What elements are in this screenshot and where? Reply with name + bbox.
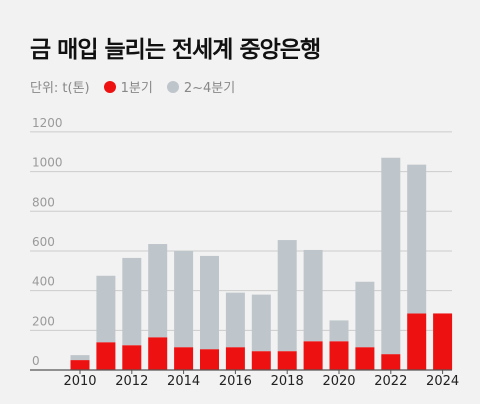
unit-label: 단위: t(톤)	[30, 81, 90, 96]
bar-q1	[251, 351, 271, 370]
bar-q1	[70, 360, 90, 370]
y-tick-label: 400	[32, 275, 55, 289]
y-tick-label: 1200	[32, 116, 63, 130]
legend-label-q2-4: 2~4분기	[183, 81, 236, 96]
bar-q1	[355, 347, 375, 370]
bar-q2-4	[122, 257, 142, 346]
bar-q2-4	[277, 240, 297, 352]
x-tick-label: 2022	[374, 374, 407, 389]
legend-item-q1: 1분기	[103, 77, 153, 96]
bar-q2-4	[329, 320, 349, 342]
bar-q2-4	[225, 292, 245, 348]
bar-q2-4	[355, 281, 375, 348]
bar-q2-4	[96, 275, 116, 343]
bar-q2-4	[174, 250, 194, 348]
y-tick-label: 200	[32, 314, 55, 328]
legend-swatch-q2-4	[166, 80, 179, 93]
bar-q1	[225, 347, 245, 370]
bar-q1	[303, 341, 323, 370]
legend: 단위: t(톤) 1분기 2~4분기	[30, 77, 235, 96]
bar-q1	[96, 342, 116, 370]
bar-q2-4	[148, 244, 168, 338]
bar-q1	[433, 313, 453, 370]
bar-q1	[381, 354, 401, 370]
legend-label-q1: 1분기	[120, 81, 153, 96]
x-tick-label: 2018	[271, 374, 304, 389]
y-tick-label: 800	[32, 195, 55, 209]
y-tick-label: 0	[32, 354, 40, 368]
y-tick-label: 1000	[32, 156, 63, 170]
x-tick-label: 2010	[63, 374, 96, 389]
chart-title: 금 매입 늘리는 전세계 중앙은행	[30, 37, 321, 63]
x-tick-label: 2020	[322, 374, 355, 389]
bar-q2-4	[407, 164, 427, 314]
legend-swatch-q1	[103, 80, 116, 93]
bar-q2-4	[381, 157, 401, 355]
bar-q2-4	[200, 255, 219, 350]
bar-q1	[174, 347, 194, 370]
bar-q1	[122, 345, 142, 370]
bar-q1	[200, 349, 219, 370]
bar-q1	[407, 313, 427, 370]
x-tick-label: 2014	[167, 374, 200, 389]
y-tick-label: 600	[32, 235, 55, 249]
bar-q1	[148, 337, 168, 370]
legend-item-q2-4: 2~4분기	[166, 77, 236, 96]
x-tick-label: 2024	[426, 374, 459, 389]
bar-q2-4	[70, 355, 90, 361]
bar-q2-4	[251, 294, 271, 352]
bar-q1	[329, 341, 349, 370]
bar-q2-4	[303, 249, 323, 342]
bar-q1	[277, 351, 297, 370]
x-tick-label: 2012	[115, 374, 148, 389]
x-tick-label: 2016	[219, 374, 252, 389]
